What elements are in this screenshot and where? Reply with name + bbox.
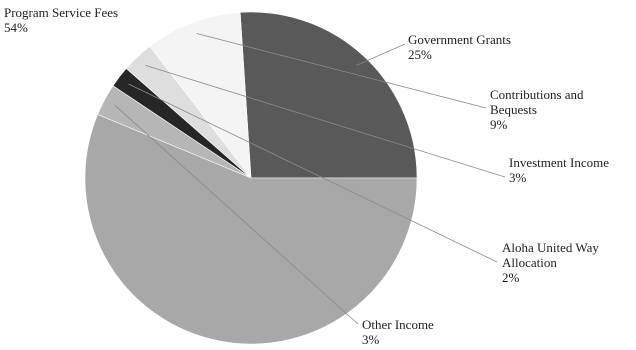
slice-label: Aloha United Way Allocation 2% [502, 240, 599, 285]
slice-percent: 9% [490, 117, 508, 132]
leader-line [145, 64, 506, 178]
slice-name: Other Income [362, 317, 434, 332]
pie-slice-program-service-fees [84, 114, 418, 345]
slice-label: Investment Income 3% [509, 155, 609, 185]
leader-line [196, 33, 487, 109]
slice-name: Aloha United Way [502, 240, 599, 255]
slice-percent: 3% [509, 170, 527, 185]
slice-percent: 3% [362, 332, 380, 347]
slice-label: Contributions and Bequests 9% [490, 87, 584, 132]
slice-percent: 25% [408, 47, 432, 62]
leader-line [128, 83, 498, 263]
slice-name: Investment Income [509, 155, 609, 170]
leader-line [114, 104, 359, 325]
slice-name: Allocation [502, 255, 557, 270]
leader-line [356, 43, 406, 66]
pie-slice-government-grants [239, 11, 418, 179]
pie-slice-contributions-and-bequests [149, 12, 252, 179]
slice-percent: 2% [502, 270, 520, 285]
slice-percent: 54% [4, 20, 28, 35]
slice-name: Bequests [490, 102, 537, 117]
slice-name: Contributions and [490, 87, 584, 102]
slice-label: Other Income 3% [362, 317, 434, 347]
slice-name: Government Grants [408, 32, 511, 47]
slice-label: Government Grants 25% [408, 32, 511, 62]
slice-label: Program Service Fees 54% [4, 5, 118, 35]
slice-name: Program Service Fees [4, 5, 118, 20]
